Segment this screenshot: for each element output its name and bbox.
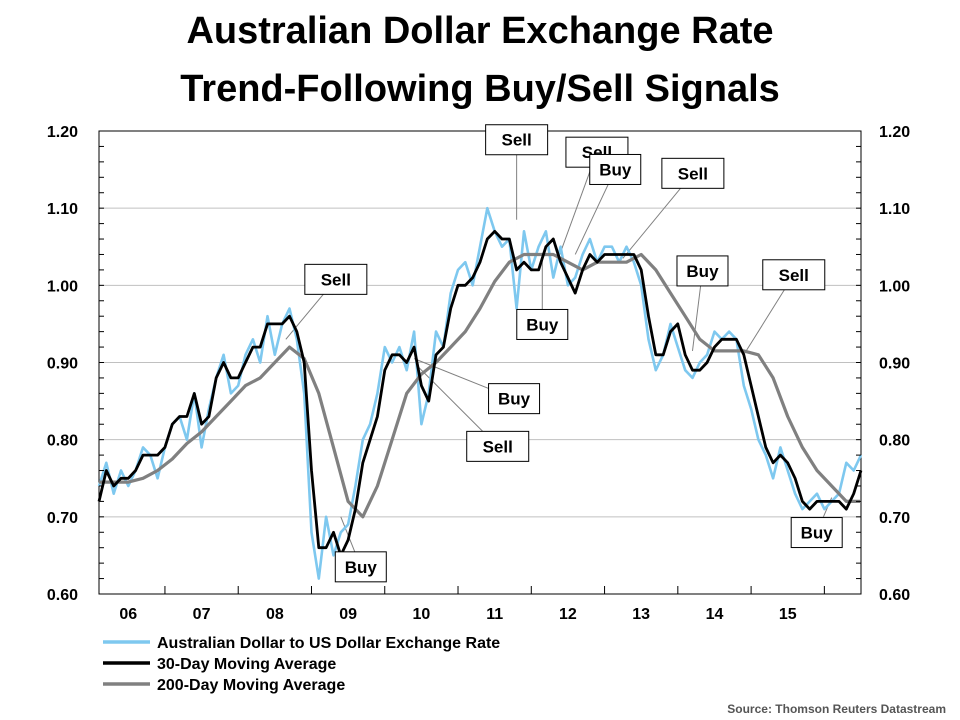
- y-tick-label-right: 0.70: [879, 510, 910, 527]
- y-tick-label-right: 1.20: [879, 124, 910, 141]
- chart-title: Australian Dollar Exchange Rate: [186, 10, 774, 52]
- annotation-box: [762, 259, 826, 291]
- annotation-label: Buy: [599, 160, 632, 179]
- x-tick-label: 12: [559, 606, 577, 623]
- annotation-label: Buy: [345, 558, 378, 577]
- legend: Australian Dollar to US Dollar Exchange …: [103, 635, 500, 694]
- annotation-label: Buy: [801, 524, 834, 543]
- x-tick-label: 07: [193, 606, 211, 623]
- annotation-label: Buy: [498, 390, 531, 409]
- annotation-box: [334, 551, 387, 583]
- y-tick-label-right: 0.90: [879, 356, 910, 373]
- annotation-label: Buy: [526, 315, 559, 334]
- x-tick-label: 10: [412, 606, 430, 623]
- y-tick-label-left: 0.90: [47, 356, 78, 373]
- x-tick-label: 11: [486, 606, 503, 623]
- x-tick-label: 06: [119, 606, 137, 623]
- axes: 1.20 1.20 1.10 1.10 1.00 1.00 0.90 0.90 0.80 0.80…: [47, 124, 910, 623]
- chart-subtitle: Trend-Following Buy/Sell Signals: [180, 68, 780, 110]
- x-tick-label: 14: [706, 606, 724, 623]
- annotation-box: [589, 153, 642, 185]
- series-line-1: [97, 229, 863, 557]
- annotation-label: Sell: [502, 131, 532, 150]
- annotation-label: Sell: [483, 437, 513, 456]
- y-tick-label-left: 0.80: [47, 433, 78, 450]
- series-line-2: [99, 252, 861, 519]
- annotation-label: Sell: [779, 266, 809, 285]
- x-tick-label: 15: [779, 606, 797, 623]
- annotation-box: [485, 124, 549, 156]
- y-tick-label-right: 1.10: [879, 201, 910, 218]
- source-note: Source: Thomson Reuters Datastream: [727, 702, 946, 716]
- y-tick-label-left: 0.70: [47, 510, 78, 527]
- gridlines: [99, 207, 861, 518]
- y-tick-label-left: 1.20: [47, 124, 78, 141]
- y-tick-label-right: 0.80: [879, 433, 910, 450]
- legend-entry: 200-Day Moving Average: [157, 677, 345, 694]
- annotation-label: Sell: [321, 270, 351, 289]
- x-tick-label: 13: [632, 606, 650, 623]
- y-tick-label-left: 1.10: [47, 201, 78, 218]
- y-tick-label-right: 1.00: [879, 278, 910, 295]
- legend-entry: Australian Dollar to US Dollar Exchange …: [157, 635, 500, 652]
- y-tick-label-left: 1.00: [47, 278, 78, 295]
- annotation-label: Buy: [686, 262, 719, 281]
- x-tick-label: 09: [339, 606, 357, 623]
- annotation-box: [488, 383, 541, 415]
- annotation-box: [661, 157, 725, 189]
- legend-entry: 30-Day Moving Average: [157, 656, 336, 673]
- annotation-box: [304, 263, 368, 295]
- x-tick-label: 08: [266, 606, 284, 623]
- annotation-box: [790, 517, 843, 549]
- y-tick-label-right: 0.60: [879, 587, 910, 604]
- y-tick-label-left: 0.60: [47, 587, 78, 604]
- series-lines: [97, 206, 863, 580]
- annotation-box: [466, 430, 530, 462]
- annotation-box: [516, 308, 569, 340]
- annotation-box: [676, 255, 729, 287]
- annotation-label: Sell: [678, 164, 708, 183]
